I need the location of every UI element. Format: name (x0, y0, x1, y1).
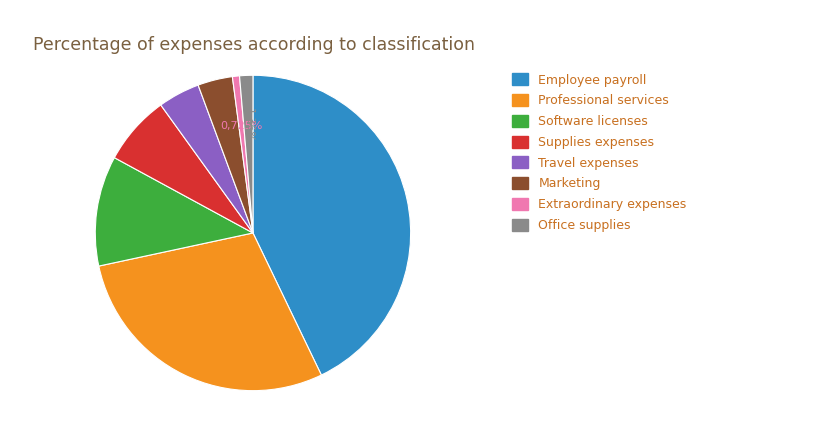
Wedge shape (233, 76, 253, 233)
Text: 4,29%: 4,29% (196, 120, 209, 157)
Text: 0,725%: 0,725% (220, 121, 263, 131)
Text: Percentage of expenses according to classification: Percentage of expenses according to clas… (33, 36, 475, 54)
Text: 7,15%: 7,15% (154, 155, 191, 168)
Wedge shape (161, 85, 253, 233)
Wedge shape (253, 75, 410, 375)
Wedge shape (99, 233, 322, 391)
Legend: Employee payroll, Professional services, Software licenses, Supplies expenses, T: Employee payroll, Professional services,… (512, 73, 687, 232)
Wedge shape (114, 105, 253, 233)
Wedge shape (240, 75, 253, 233)
Wedge shape (95, 158, 253, 266)
Text: 3,57%: 3,57% (220, 110, 233, 147)
Text: 11,3%: 11,3% (128, 211, 166, 224)
Text: 42,9%: 42,9% (339, 202, 376, 215)
Wedge shape (198, 77, 253, 233)
Text: 28,8%: 28,8% (187, 323, 224, 336)
Text: 1,36%: 1,36% (243, 108, 254, 143)
